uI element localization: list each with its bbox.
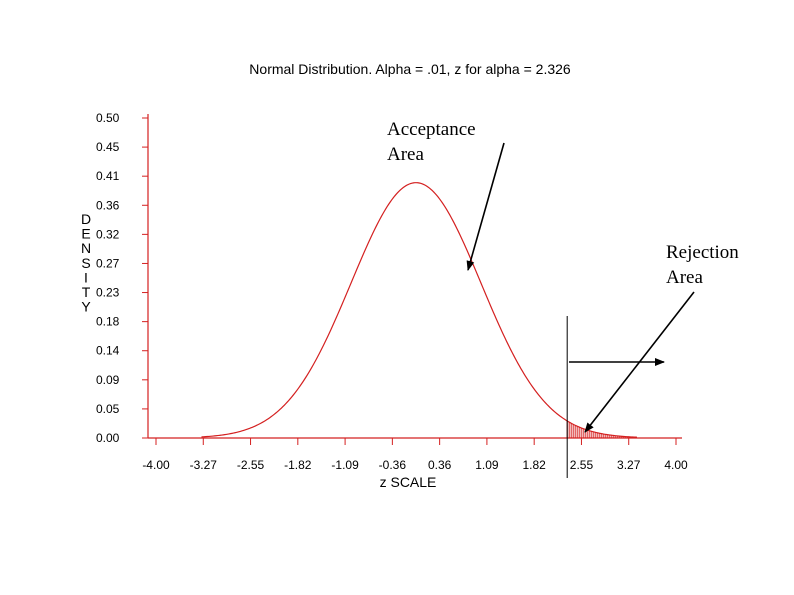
y-tick-label: 0.18 (96, 315, 120, 329)
chart-title: Normal Distribution. Alpha = .01, z for … (249, 61, 571, 77)
y-tick-label: 0.09 (96, 373, 120, 387)
density-curve (201, 182, 638, 438)
y-axis-label-letter: S (81, 255, 90, 271)
x-axis-label: z SCALE (380, 474, 437, 490)
y-axis-label-letter: Y (81, 299, 91, 315)
x-tick-label: 2.55 (570, 458, 594, 472)
x-tick-label: -1.09 (331, 458, 359, 472)
y-tick-labels: 0.50 0.45 0.41 0.36 0.32 0.27 0.23 0.18 0.14 0.09… (96, 111, 120, 445)
rejection-label-line2: Area (666, 267, 703, 288)
acceptance-label-line1: Acceptance (387, 119, 476, 140)
rejection-shading (566, 420, 636, 438)
y-tick-label: 0.36 (96, 198, 120, 212)
acceptance-annotation: Acceptance Area (387, 119, 476, 165)
y-tick-label: 0.00 (96, 431, 120, 445)
x-tick-label: -2.55 (237, 458, 265, 472)
y-tick-label: 0.45 (96, 140, 120, 154)
x-tick-label: -0.36 (379, 458, 407, 472)
x-tick-label: -1.82 (284, 458, 312, 472)
y-tick-label: 0.05 (96, 402, 120, 416)
x-tick-label: -3.27 (190, 458, 218, 472)
acceptance-label-line2: Area (387, 144, 424, 165)
acceptance-arrow (466, 142, 505, 271)
y-axis-label-letter: D (81, 211, 91, 227)
y-axis-label-letter: I (84, 269, 88, 285)
y-tick-label: 0.14 (96, 344, 120, 358)
y-tick-label: 0.50 (96, 111, 120, 125)
y-tick-label: 0.23 (96, 286, 120, 300)
x-tick-label: 4.00 (664, 458, 688, 472)
y-tick-label: 0.32 (96, 227, 120, 241)
x-tick-label: 1.82 (523, 458, 547, 472)
y-axis-label-letter: N (81, 240, 91, 256)
x-tick-label: 3.27 (617, 458, 641, 472)
y-tick-label: 0.41 (96, 169, 120, 183)
x-tick-label: 0.36 (428, 458, 452, 472)
y-axis-label-letter: E (81, 226, 90, 242)
rejection-annotation: Rejection Area (666, 242, 739, 288)
y-axis-label-letter: T (82, 284, 91, 300)
y-tick-label: 0.27 (96, 256, 120, 270)
x-tick-label: 1.09 (475, 458, 499, 472)
x-tick-labels: -4.00 -3.27 -2.55 -1.82 -1.09 -0.36 0.36 1.09 1.… (142, 458, 688, 472)
rejection-label-line1: Rejection (666, 242, 739, 263)
x-tick-label: -4.00 (142, 458, 170, 472)
